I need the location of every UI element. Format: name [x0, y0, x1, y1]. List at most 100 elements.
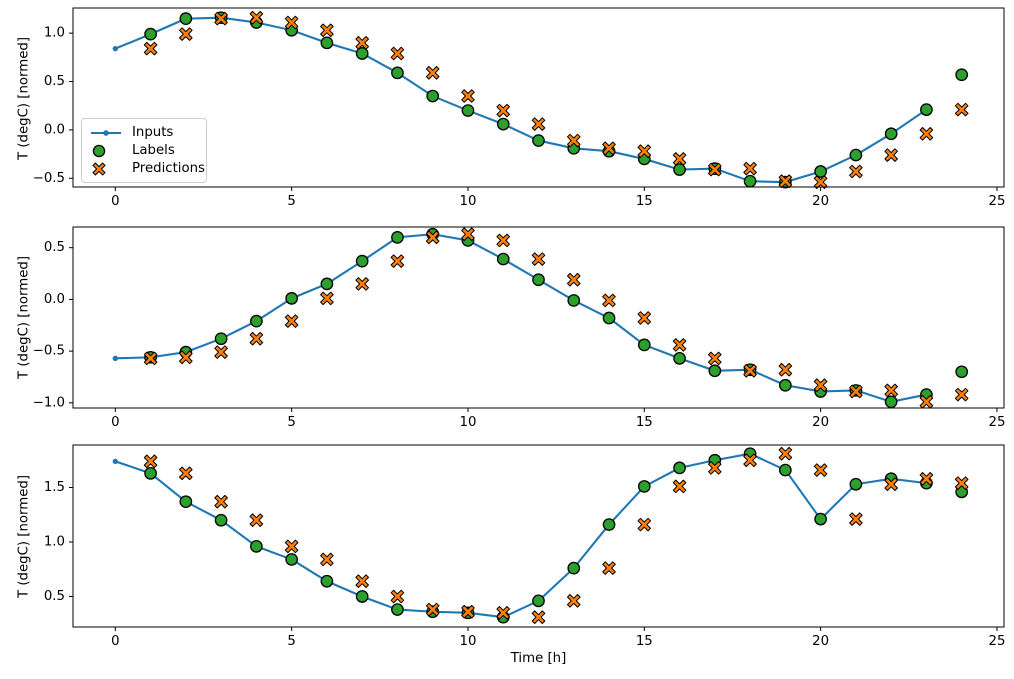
labels-marker [602, 311, 616, 325]
y-tick-label: −0.5 [33, 344, 65, 359]
predictions-marker [320, 291, 334, 306]
predictions-marker [461, 227, 475, 241]
predictions-marker [249, 10, 264, 25]
x-tick-label: 15 [636, 194, 653, 209]
legend-item-inputs: Inputs [89, 124, 197, 141]
legend-label-predictions: Predictions [132, 161, 205, 176]
predictions-marker [355, 574, 369, 588]
x-tick-label: 10 [460, 634, 477, 649]
predictions-series [143, 227, 969, 409]
labels-marker [320, 36, 334, 50]
predictions-marker [567, 133, 581, 148]
x-tick-label: 25 [988, 415, 1005, 430]
y-tick-label: 0.0 [44, 122, 65, 137]
predictions-marker [531, 252, 546, 266]
legend-label-inputs: Inputs [132, 125, 174, 140]
labels-marker [426, 89, 440, 103]
predictions-marker [531, 610, 546, 624]
y-tick-label: 1.5 [44, 480, 65, 495]
predictions-marker [954, 387, 969, 402]
labels-marker [884, 127, 898, 141]
x-tick-label: 5 [287, 194, 295, 209]
predictions-series [143, 446, 969, 624]
labels-marker [779, 378, 792, 392]
predictions-marker [743, 453, 757, 468]
labels-marker [637, 338, 651, 352]
labels-marker [814, 512, 827, 526]
predictions-marker [849, 512, 863, 526]
labels-marker [779, 463, 792, 477]
predictions-marker [143, 454, 158, 469]
labels-marker [391, 230, 404, 244]
y-tick-label: 0.0 [44, 292, 65, 307]
labels-marker [849, 477, 863, 491]
y-axis-label-subplot-1: T (degC) [normed] [16, 36, 32, 161]
x-tick-label: 0 [111, 194, 119, 209]
predictions-marker [249, 331, 264, 346]
labels-marker [955, 68, 969, 82]
labels-marker [250, 314, 263, 328]
labels-marker [355, 590, 369, 603]
predictions-marker [954, 476, 969, 490]
predictions-marker [849, 384, 863, 399]
predictions-marker [778, 174, 793, 188]
predictions-marker [778, 362, 793, 377]
y-tick-label: −1.0 [33, 395, 65, 410]
y-tick-label: 0.5 [44, 240, 65, 255]
labels-marker [496, 117, 510, 131]
predictions-marker [743, 161, 757, 176]
legend-label-labels: Labels [132, 143, 175, 158]
predictions-marker [884, 148, 898, 162]
labels-marker [567, 294, 581, 307]
labels-marker [673, 352, 686, 365]
labels-marker [285, 553, 298, 566]
y-axis-label-subplot-2: T (degC) [normed] [16, 255, 32, 380]
labels-marker [320, 574, 334, 588]
labels-marker [532, 134, 545, 147]
labels-marker [884, 395, 898, 409]
inputs-dot-marker [112, 355, 119, 362]
labels-marker [673, 163, 686, 176]
predictions-marker [496, 103, 510, 118]
x-axis-label: Time [h] [510, 651, 567, 666]
labels-series [144, 227, 969, 409]
predictions-marker [602, 293, 616, 308]
x-tick-label: 10 [460, 194, 477, 209]
predictions-marker [849, 164, 863, 179]
predictions-marker [284, 539, 299, 554]
labels-marker [637, 480, 651, 493]
y-tick-label: 0.5 [44, 74, 65, 89]
x-tick-label: 25 [988, 194, 1005, 209]
predictions-marker [284, 314, 299, 328]
predictions-marker [179, 466, 193, 481]
x-tick-label: 0 [111, 634, 119, 649]
inputs-dot-marker [112, 458, 119, 465]
predictions-marker [461, 89, 475, 103]
x-tick-label: 0 [111, 415, 119, 430]
labels-marker [743, 174, 757, 188]
predictions-marker [637, 517, 652, 532]
predictions-marker [672, 338, 687, 352]
predictions-marker [425, 230, 440, 245]
labels-marker [567, 561, 581, 575]
predictions-marker [320, 23, 334, 38]
axes-frame [72, 444, 1005, 628]
labels-marker [532, 273, 545, 287]
predictions-marker [708, 162, 722, 177]
labels-marker [673, 461, 686, 475]
predictions-marker [637, 311, 652, 325]
predictions-marker [249, 513, 264, 527]
axes-frame [72, 226, 1005, 409]
y-tick-label: 1.0 [44, 26, 65, 41]
labels-marker [461, 104, 475, 117]
labels-marker [144, 27, 157, 41]
x-tick-label: 25 [988, 634, 1005, 649]
predictions-marker [637, 144, 652, 158]
predictions-marker [214, 494, 228, 509]
labels-marker [391, 603, 404, 616]
predictions-marker [390, 46, 405, 61]
predictions-marker [284, 15, 299, 30]
labels-marker [214, 513, 228, 527]
labels-marker [602, 518, 616, 531]
